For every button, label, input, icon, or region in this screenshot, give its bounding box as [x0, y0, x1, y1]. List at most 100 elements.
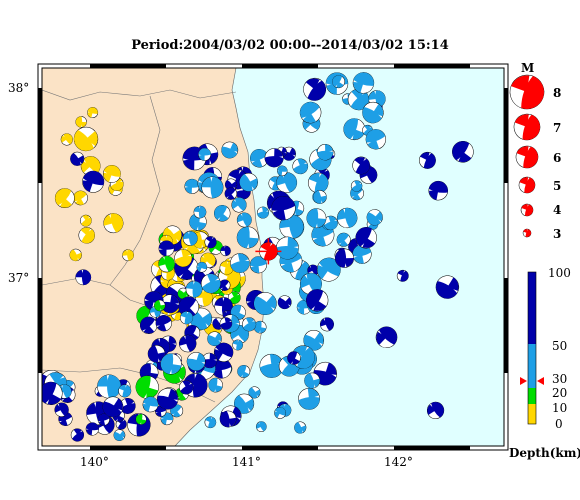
magnitude-legend-ball-8: [509, 74, 545, 110]
event-beachball: [70, 151, 85, 166]
event-beachball: [276, 165, 288, 177]
event-beachball: [54, 188, 75, 209]
depth-tick-0: 0: [555, 417, 563, 431]
event-beachball: [375, 326, 398, 349]
event-beachball: [196, 261, 208, 273]
event-beachball: [75, 116, 87, 128]
depth-marker-icon: [520, 377, 544, 385]
event-beachball: [343, 118, 366, 141]
depth-bar-frame: [527, 271, 537, 425]
event-beachball: [334, 248, 354, 268]
lon-label-141: 141°: [232, 455, 261, 469]
event-beachball: [317, 144, 334, 161]
event-beachball: [69, 248, 82, 262]
event-beachball: [303, 330, 325, 351]
event-beachball: [306, 208, 327, 229]
event-beachball: [239, 172, 258, 192]
event-beachball: [85, 422, 99, 436]
event-beachball: [157, 388, 179, 410]
event-beachball: [287, 351, 301, 365]
event-beachball: [113, 429, 126, 442]
lat-label-38: 38°: [8, 81, 29, 95]
lon-label-142: 142°: [384, 455, 413, 469]
event-beachball: [352, 72, 375, 94]
depth-tick-20: 20: [552, 386, 567, 400]
event-beachball: [204, 416, 217, 429]
event-beachball: [307, 264, 319, 277]
event-beachball: [224, 187, 238, 200]
event-beachball: [213, 342, 234, 362]
event-beachball: [158, 255, 175, 273]
frame-tick-segment: [38, 88, 42, 183]
map-area[interactable]: [35, 68, 504, 446]
frame-tick-segment: [38, 278, 42, 373]
event-beachball: [227, 291, 241, 304]
event-beachball: [303, 77, 327, 101]
event-beachball: [220, 245, 231, 257]
event-beachball: [264, 148, 284, 168]
event-beachball: [271, 196, 296, 221]
depth-tick-50: 50: [552, 339, 567, 353]
map-title: Period:2004/03/02 00:00--2014/03/02 15:1…: [131, 38, 449, 53]
event-beachball: [54, 402, 69, 417]
event-beachball: [204, 236, 217, 249]
event-beachball: [249, 256, 267, 274]
event-beachball: [221, 141, 239, 159]
event-beachball: [396, 269, 409, 282]
event-beachball: [319, 317, 334, 332]
event-beachball: [79, 214, 92, 227]
event-beachball: [207, 331, 222, 347]
event-beachball: [232, 339, 244, 351]
event-beachball: [201, 176, 224, 199]
event-beachball: [142, 396, 159, 413]
event-beachball: [179, 380, 194, 395]
event-beachball: [306, 289, 329, 312]
event-beachball: [42, 381, 63, 406]
event-beachball: [70, 428, 85, 442]
event-beachball: [139, 316, 158, 334]
depth-bar-deep: [528, 272, 536, 344]
event-beachball: [122, 249, 134, 262]
event-beachball: [198, 148, 212, 161]
event-beachball: [332, 75, 346, 89]
frame-tick-segment: [90, 446, 166, 450]
prefecture-border: [42, 89, 237, 101]
magnitude-label-8: 8: [553, 86, 561, 100]
event-beachball: [277, 295, 292, 310]
event-beachball: [80, 156, 101, 176]
event-beachball: [292, 158, 309, 175]
map-frame-ticks: [38, 64, 508, 450]
depth-tick-30: 30: [552, 372, 567, 386]
event-beachball: [193, 205, 207, 219]
event-beachball: [219, 410, 237, 428]
event-beachball: [155, 315, 172, 332]
event-beachball: [178, 334, 197, 353]
frame-tick-segment: [394, 446, 470, 450]
event-beachball: [294, 421, 307, 434]
event-beachball: [307, 172, 329, 194]
event-beachball: [426, 401, 445, 420]
event-beachball: [435, 275, 460, 299]
event-beachball: [313, 190, 327, 204]
depth-bar-green: [528, 388, 536, 404]
depth-legend-title: Depth(km): [509, 446, 580, 460]
event-beachball: [236, 212, 252, 228]
event-beachball: [213, 205, 231, 222]
event-beachball: [158, 240, 175, 257]
event-beachball: [253, 292, 277, 316]
magnitude-legend-title: M: [521, 61, 534, 75]
frame-tick-segment: [504, 88, 508, 183]
frame-tick-segment: [242, 446, 318, 450]
event-beachball: [97, 374, 122, 399]
event-beachball: [347, 88, 370, 111]
magnitude-legend-ball-5: [518, 176, 536, 194]
event-beachball: [365, 129, 387, 150]
event-beachball: [184, 178, 200, 194]
event-beachball: [218, 279, 231, 291]
event-beachball: [276, 172, 298, 193]
event-beachball: [186, 352, 206, 371]
event-beachball: [452, 140, 474, 163]
event-beachball: [237, 364, 251, 378]
event-beachball: [73, 126, 99, 152]
